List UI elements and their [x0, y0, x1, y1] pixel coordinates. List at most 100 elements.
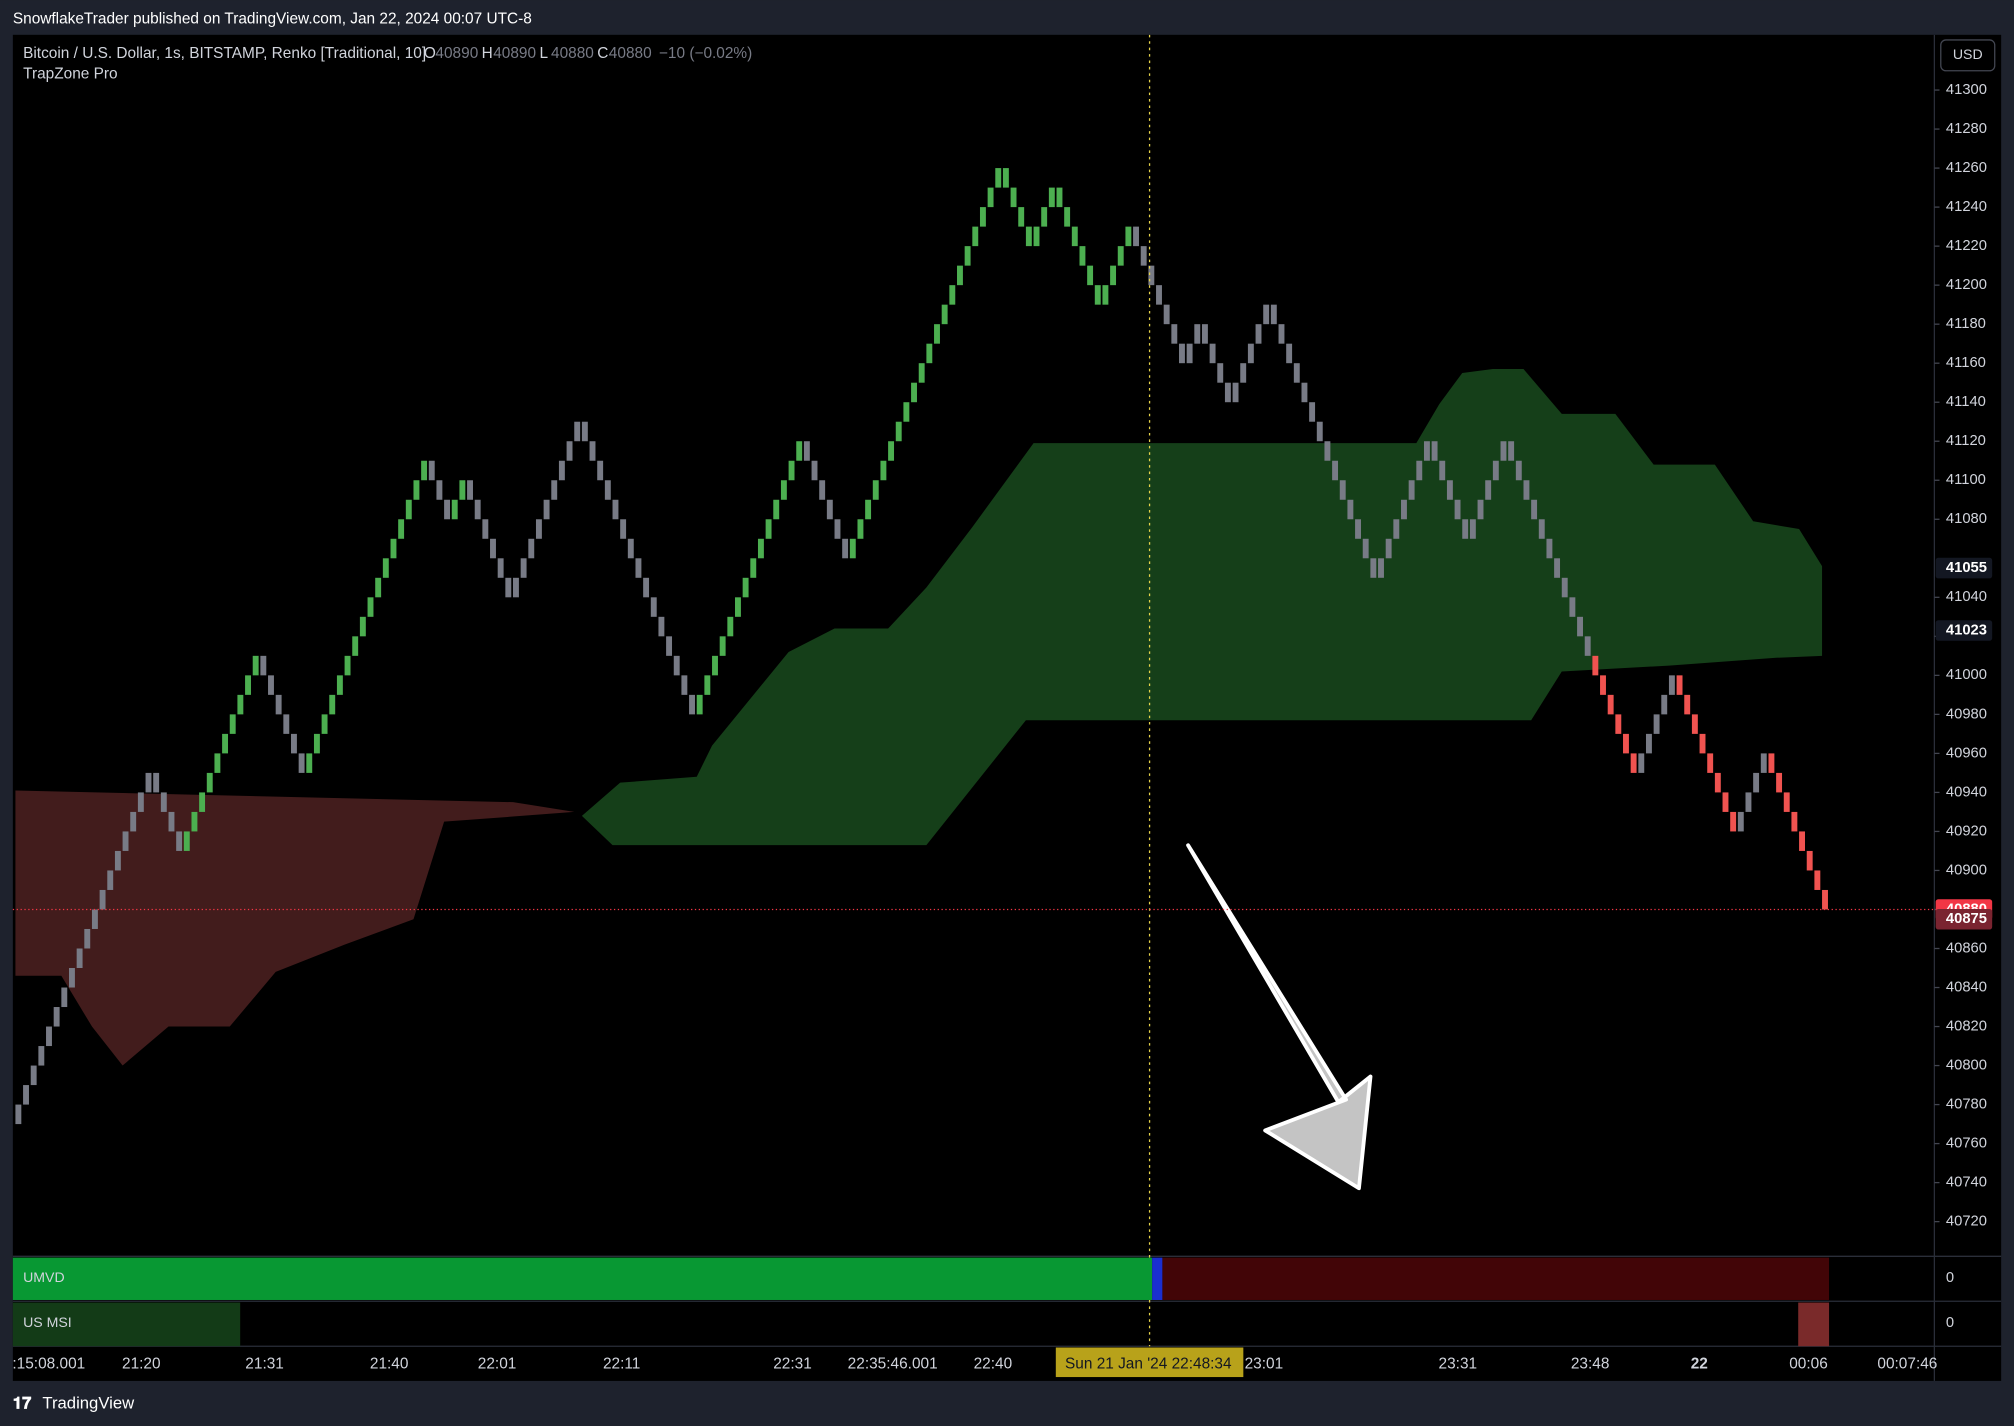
- y-tick-label: 41260: [1946, 160, 1987, 176]
- renko-brick: [673, 655, 680, 676]
- renko-brick: [329, 694, 336, 715]
- x-tick-label: Sun 21 Jan '24 22:48:34: [1065, 1355, 1232, 1372]
- trap-zone: [15, 790, 575, 1066]
- renko-brick: [1385, 538, 1392, 559]
- renko-brick: [1201, 324, 1208, 344]
- renko-brick: [551, 480, 558, 500]
- renko-brick: [1293, 363, 1300, 383]
- renko-brick: [612, 499, 619, 520]
- ohlc-key: C: [597, 45, 608, 62]
- ohlc-value: 40880: [609, 45, 652, 62]
- renko-brick: [911, 382, 917, 403]
- renko-brick: [1768, 753, 1775, 773]
- renko-brick: [1454, 499, 1461, 520]
- renko-brick: [1094, 285, 1101, 305]
- renko-brick: [558, 460, 565, 481]
- y-tick-label: 41100: [1946, 472, 1986, 488]
- renko-brick: [367, 597, 374, 617]
- x-tick-label: 21:20: [122, 1355, 161, 1372]
- renko-brick: [1247, 343, 1254, 364]
- renko-brick: [1332, 460, 1339, 481]
- renko-brick: [1064, 207, 1071, 227]
- y-tick-label: 40760: [1946, 1136, 1987, 1152]
- renko-brick: [849, 538, 856, 559]
- renko-brick: [1224, 382, 1231, 403]
- renko-brick: [114, 850, 121, 871]
- renko-brick: [1554, 558, 1561, 578]
- renko-brick: [926, 343, 933, 364]
- currency-box[interactable]: [1940, 39, 1996, 72]
- price-label-box: [1935, 557, 1993, 579]
- renko-brick: [735, 597, 741, 617]
- y-tick-label: 41080: [1946, 511, 1987, 527]
- x-tick-label: 23:48: [1571, 1355, 1610, 1372]
- x-tick-label: 22:35:46.001: [848, 1355, 938, 1372]
- renko-brick: [30, 1065, 37, 1086]
- renko-brick: [750, 558, 757, 578]
- renko-brick: [1125, 226, 1132, 247]
- renko-brick: [1255, 324, 1262, 344]
- renko-brick: [1668, 675, 1675, 695]
- renko-brick: [38, 1046, 45, 1066]
- pane-name: UMVD: [23, 1269, 65, 1285]
- renko-brick: [1653, 714, 1660, 734]
- renko-brick: [842, 538, 849, 559]
- price-label: 41055: [1946, 560, 1987, 576]
- renko-brick: [260, 655, 267, 676]
- renko-brick: [803, 441, 810, 461]
- renko-brick: [780, 480, 787, 500]
- renko-brick: [245, 675, 251, 695]
- renko-brick: [1270, 304, 1277, 325]
- header: SnowflakeTrader published on TradingView…: [13, 10, 532, 27]
- renko-brick: [1439, 460, 1446, 481]
- renko-brick: [145, 772, 152, 793]
- renko-brick: [1002, 168, 1009, 188]
- renko-brick: [574, 421, 581, 442]
- renko-brick: [757, 538, 764, 559]
- renko-brick: [1523, 480, 1530, 500]
- renko-brick: [1684, 694, 1691, 715]
- renko-brick: [421, 460, 428, 481]
- renko-brick: [1041, 207, 1048, 227]
- renko-brick: [313, 733, 320, 754]
- renko-brick: [765, 519, 772, 539]
- renko-brick: [237, 694, 244, 715]
- renko-brick: [76, 948, 83, 969]
- renko-brick: [1316, 421, 1323, 442]
- renko-brick: [130, 811, 137, 832]
- renko-brick: [206, 772, 213, 793]
- renko-brick: [1477, 499, 1484, 520]
- y-tick-label: 41040: [1946, 589, 1987, 605]
- renko-brick: [1278, 324, 1285, 344]
- renko-brick: [1446, 480, 1453, 500]
- renko-brick: [696, 694, 703, 715]
- renko-brick: [1056, 187, 1063, 208]
- renko-brick: [1010, 187, 1017, 208]
- currency[interactable]: USD: [1953, 46, 1983, 62]
- renko-brick: [451, 499, 458, 520]
- renko-brick: [405, 499, 412, 520]
- renko-brick: [1485, 480, 1492, 500]
- msi-bar: [1798, 1302, 1830, 1347]
- y-tick-label: 41200: [1946, 277, 1987, 293]
- renko-brick: [490, 538, 496, 559]
- renko-brick: [1286, 343, 1293, 364]
- renko-brick: [1814, 870, 1821, 890]
- footer: TradingView: [42, 1393, 135, 1412]
- renko-brick: [137, 792, 144, 812]
- renko-brick: [895, 421, 902, 442]
- renko-brick: [1133, 226, 1139, 247]
- renko-brick: [321, 714, 328, 734]
- renko-brick: [811, 460, 818, 481]
- pane-name: US MSI: [23, 1314, 72, 1330]
- renko-brick: [1232, 382, 1239, 403]
- renko-brick: [635, 558, 642, 578]
- renko-brick: [1071, 226, 1078, 247]
- renko-brick: [1117, 246, 1124, 266]
- renko-brick: [918, 363, 925, 383]
- renko-brick: [176, 831, 183, 851]
- renko-brick: [505, 577, 512, 598]
- y-tick-label: 40940: [1946, 784, 1987, 800]
- renko-brick: [168, 811, 175, 832]
